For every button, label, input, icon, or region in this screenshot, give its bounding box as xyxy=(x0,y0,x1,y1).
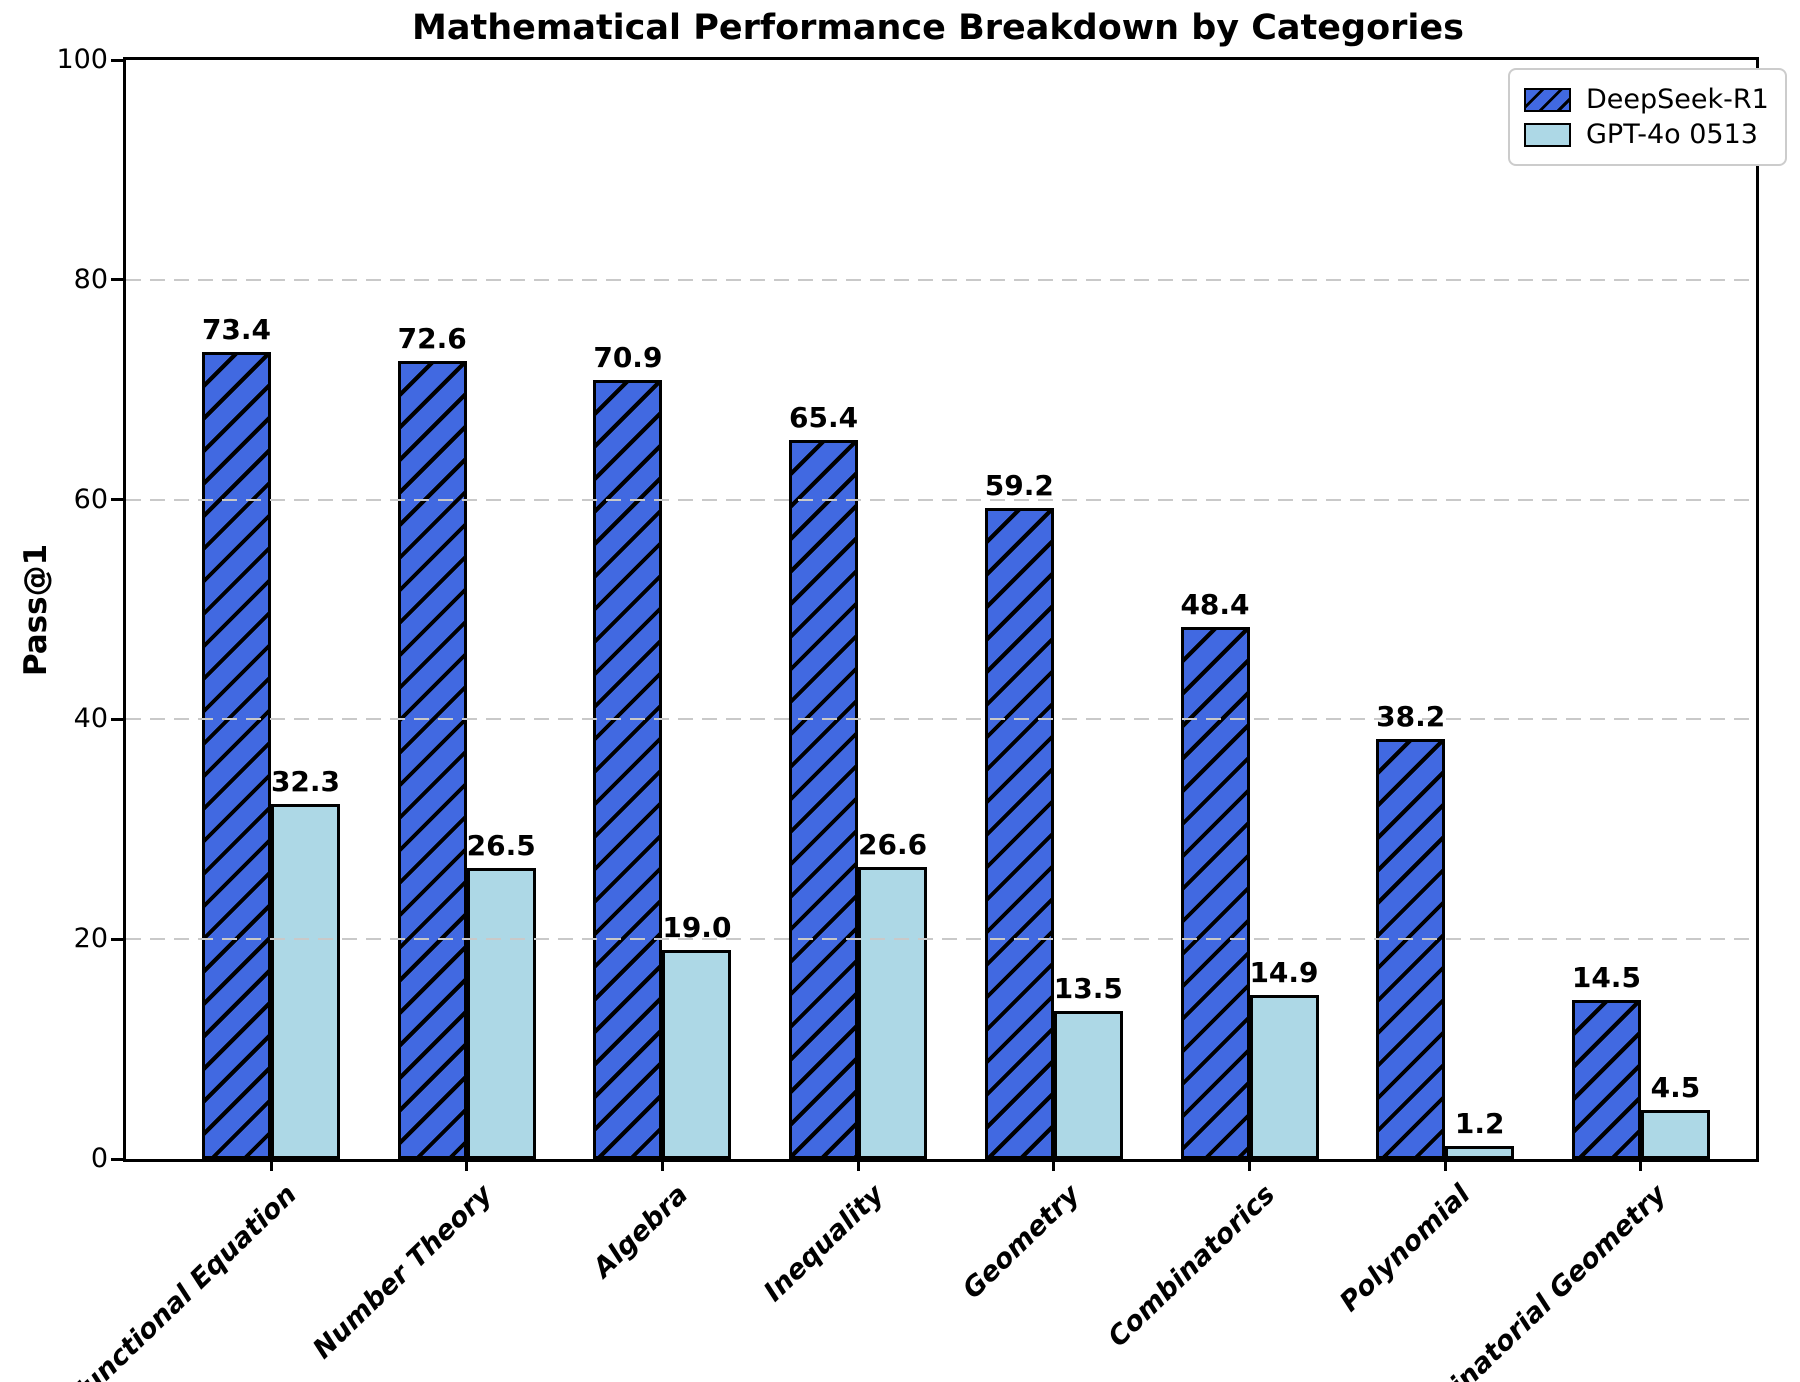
x-tick-label: Functional Equation xyxy=(63,1179,303,1382)
bar-value-label: 14.9 xyxy=(1249,956,1319,990)
bar-value-label: 65.4 xyxy=(789,401,859,435)
y-tick-mark xyxy=(111,278,124,282)
x-tick-label: Geometry xyxy=(956,1179,1086,1306)
y-axis-label: Pass@1 xyxy=(18,543,54,676)
bar-gpt4o xyxy=(1053,1010,1123,1159)
x-tick-mark xyxy=(1443,1159,1447,1171)
legend-swatch-deepseek-icon xyxy=(1524,87,1571,112)
bar-deepseek xyxy=(1376,739,1446,1159)
bar-gpt4o xyxy=(271,804,340,1159)
legend-item-gpt4o: GPT-4o 0513 xyxy=(1524,119,1769,150)
bar-gpt4o xyxy=(466,867,536,1159)
bar-deepseek xyxy=(984,508,1054,1159)
x-tick-label: Polynomial xyxy=(1334,1179,1477,1318)
y-tick-mark xyxy=(111,498,124,502)
bar-deepseek xyxy=(202,352,271,1159)
gridline-20 xyxy=(126,938,1756,941)
y-tick-mark xyxy=(111,717,124,721)
bar-gpt4o xyxy=(1249,995,1319,1159)
x-tick-mark xyxy=(1248,1159,1251,1171)
bar-deepseek xyxy=(1180,627,1250,1159)
x-tick-mark xyxy=(660,1159,664,1171)
x-tick-label: Combinatorics xyxy=(1102,1179,1282,1354)
bar-deepseek xyxy=(593,379,663,1159)
y-tick-label: 80 xyxy=(73,263,108,295)
bar-gpt4o xyxy=(662,950,732,1159)
y-tick-mark xyxy=(111,58,124,62)
gridline-40 xyxy=(126,718,1756,721)
x-tick-mark xyxy=(1052,1159,1056,1171)
bar-value-label: 72.6 xyxy=(397,322,467,356)
bar-value-label: 73.4 xyxy=(201,313,272,347)
bar-gpt4o xyxy=(858,866,928,1159)
x-tick-label: Algebra xyxy=(587,1179,694,1284)
bar-deepseek xyxy=(789,440,859,1159)
legend: DeepSeek-R1 GPT-4o 0513 xyxy=(1508,68,1787,166)
bar-value-label: 26.6 xyxy=(858,827,928,861)
gridline-80 xyxy=(126,278,1756,281)
bar-value-label: 59.2 xyxy=(984,469,1054,503)
gridline-60 xyxy=(126,498,1756,501)
y-tick-label: 60 xyxy=(73,483,108,515)
bar-value-label: 14.5 xyxy=(1571,960,1641,994)
bar-value-label: 4.5 xyxy=(1650,1070,1701,1104)
x-tick-label: Number Theory xyxy=(307,1179,499,1366)
legend-swatch-gpt4o-icon xyxy=(1524,122,1571,147)
bar-value-label: 1.2 xyxy=(1454,1106,1505,1140)
y-tick-mark xyxy=(111,937,124,941)
bar-value-label: 70.9 xyxy=(593,340,663,374)
bar-value-label: 48.4 xyxy=(1180,588,1250,622)
bar-value-label: 19.0 xyxy=(662,911,732,945)
bar-gpt4o xyxy=(1640,1109,1710,1159)
legend-label-gpt4o: GPT-4o 0513 xyxy=(1586,119,1758,150)
bar-deepseek xyxy=(397,361,467,1159)
bar-value-label: 26.5 xyxy=(466,828,536,862)
bar-value-label: 13.5 xyxy=(1053,971,1123,1005)
y-tick-label: 20 xyxy=(73,923,108,955)
y-tick-label: 0 xyxy=(90,1143,108,1174)
x-tick-label: Inequality xyxy=(757,1179,890,1308)
bar-deepseek xyxy=(1571,999,1641,1159)
y-tick-label: 40 xyxy=(73,703,108,735)
bar-gpt4o xyxy=(1445,1145,1515,1159)
y-tick-label: 100 xyxy=(56,44,108,75)
bar-value-label: 32.3 xyxy=(270,765,341,799)
plot-area: Pass@1 0 20 40 60 80 100 73.4 32.3 Functional Eq… xyxy=(18,44,1759,1382)
legend-item-deepseek: DeepSeek-R1 xyxy=(1524,84,1769,115)
legend-label-deepseek: DeepSeek-R1 xyxy=(1586,84,1769,115)
y-tick-mark xyxy=(111,1157,124,1161)
bar-value-label: 38.2 xyxy=(1376,700,1446,734)
x-tick-mark xyxy=(269,1159,273,1171)
x-tick-mark xyxy=(1639,1159,1643,1171)
x-tick-mark xyxy=(465,1159,469,1171)
x-tick-mark xyxy=(856,1159,860,1171)
chart-title: Mathematical Performance Breakdown by Ca… xyxy=(412,8,1464,48)
